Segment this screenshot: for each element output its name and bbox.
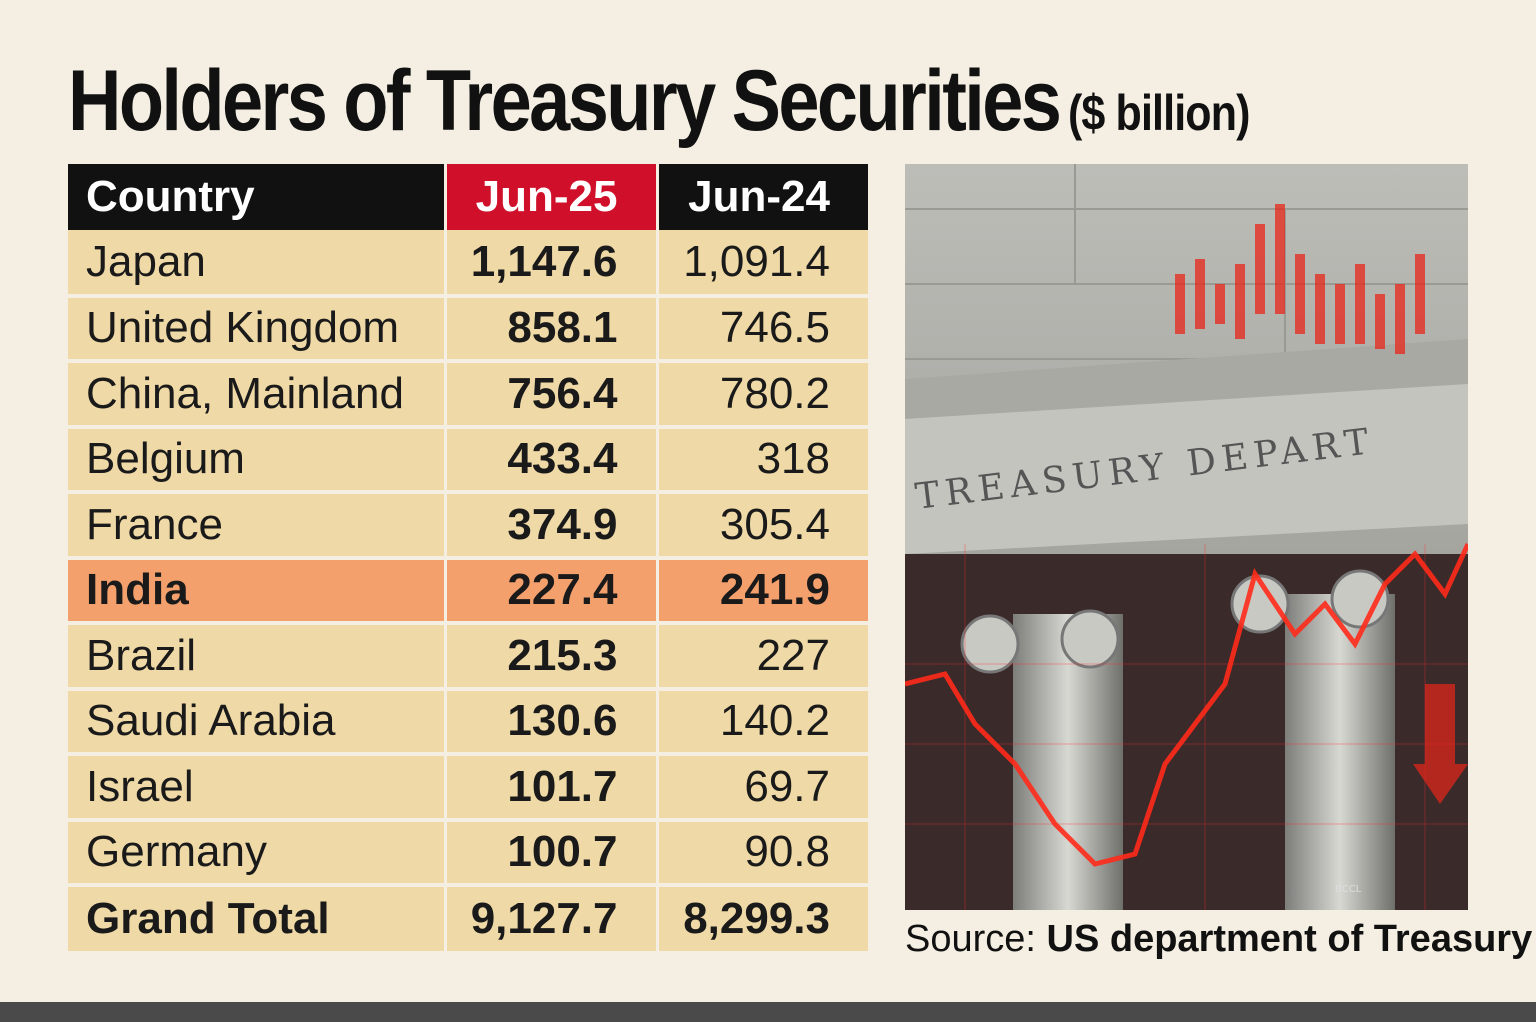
title-text: Holders of Treasury Securities xyxy=(68,53,1062,149)
red-trend-line xyxy=(905,542,1468,867)
cell-jun-25: 374.9 xyxy=(443,492,657,560)
cell-jun-25: 215.3 xyxy=(443,623,657,691)
table-row-grand-total: Grand Total 9,127.7 8,299.3 xyxy=(68,885,868,951)
cell-jun-24: 1,091.4 xyxy=(655,230,868,298)
header-country: Country xyxy=(68,164,445,230)
table-header-row: Country Jun-25 Jun-24 xyxy=(68,164,868,230)
cell-jun-24: 227 xyxy=(655,623,868,691)
cell-jun-24: 746.5 xyxy=(655,295,868,363)
cell-jun-24: 241.9 xyxy=(655,557,868,625)
cell-total-jun-25: 9,127.7 xyxy=(443,885,657,951)
cell-country: France xyxy=(68,492,445,560)
cell-jun-24: 90.8 xyxy=(655,819,868,887)
source-label: Source: xyxy=(905,918,1036,960)
table-row-israel: Israel 101.7 69.7 xyxy=(68,754,868,822)
cell-jun-25: 756.4 xyxy=(443,361,657,429)
cell-jun-24: 780.2 xyxy=(655,361,868,429)
cell-jun-25: 130.6 xyxy=(443,688,657,756)
header-jun-25: Jun-25 xyxy=(443,164,657,230)
column-scroll xyxy=(1330,569,1390,629)
column-scroll xyxy=(960,614,1020,674)
cell-jun-25: 1,147.6 xyxy=(443,230,657,298)
cell-jun-25: 101.7 xyxy=(443,754,657,822)
cell-jun-24: 69.7 xyxy=(655,754,868,822)
cell-country: Japan xyxy=(68,230,445,298)
column-scroll xyxy=(1060,609,1120,669)
cell-country: United Kingdom xyxy=(68,295,445,363)
column-scroll xyxy=(1230,574,1290,634)
cell-country: Belgium xyxy=(68,426,445,494)
cell-jun-25: 100.7 xyxy=(443,819,657,887)
cell-country: Germany xyxy=(68,819,445,887)
table-row-united-kingdom: United Kingdom 858.1 746.5 xyxy=(68,295,868,363)
chart-grid-overlay xyxy=(905,544,1468,910)
table-row-saudi-arabia: Saudi Arabia 130.6 140.2 xyxy=(68,688,868,756)
cell-jun-25: 433.4 xyxy=(443,426,657,494)
table-row-india: India 227.4 241.9 xyxy=(68,557,868,625)
down-arrow-icon xyxy=(1413,684,1468,804)
cell-total-label: Grand Total xyxy=(68,885,445,951)
title-unit: ($ billion) xyxy=(1067,85,1250,141)
table-row-germany: Germany 100.7 90.8 xyxy=(68,819,868,887)
treasury-building-photo: TREASURY DEPART xyxy=(905,164,1468,910)
cell-jun-25: 858.1 xyxy=(443,295,657,363)
cell-jun-24: 140.2 xyxy=(655,688,868,756)
cell-total-jun-24: 8,299.3 xyxy=(655,885,868,951)
cell-jun-25: 227.4 xyxy=(443,557,657,625)
page-title: Holders of Treasury Securities ($ billion… xyxy=(68,58,1250,144)
cell-country: Brazil xyxy=(68,623,445,691)
cell-country: India xyxy=(68,557,445,625)
source-org: US department of Treasury xyxy=(1046,918,1533,960)
cell-jun-24: 305.4 xyxy=(655,492,868,560)
cell-jun-24: 318 xyxy=(655,426,868,494)
footer-bar xyxy=(0,1002,1536,1022)
table-row-japan: Japan 1,147.6 1,091.4 xyxy=(68,230,868,298)
cell-country: China, Mainland xyxy=(68,361,445,429)
table-row-france: France 374.9 305.4 xyxy=(68,492,868,560)
header-jun-24: Jun-24 xyxy=(655,164,868,230)
photo-credit: BCCL xyxy=(1335,884,1362,895)
cell-country: Saudi Arabia xyxy=(68,688,445,756)
candlestick-overlay xyxy=(1175,204,1425,354)
frieze xyxy=(905,384,1468,554)
column-right xyxy=(1285,594,1395,910)
cell-country: Israel xyxy=(68,754,445,822)
holders-table: Country Jun-25 Jun-24 Japan 1,147.6 1,09… xyxy=(68,164,868,951)
source-note: Source: US department of Treasury xyxy=(905,918,1532,961)
table-row-china-mainland: China, Mainland 756.4 780.2 xyxy=(68,361,868,429)
table-row-belgium: Belgium 433.4 318 xyxy=(68,426,868,494)
table-row-brazil: Brazil 215.3 227 xyxy=(68,623,868,691)
